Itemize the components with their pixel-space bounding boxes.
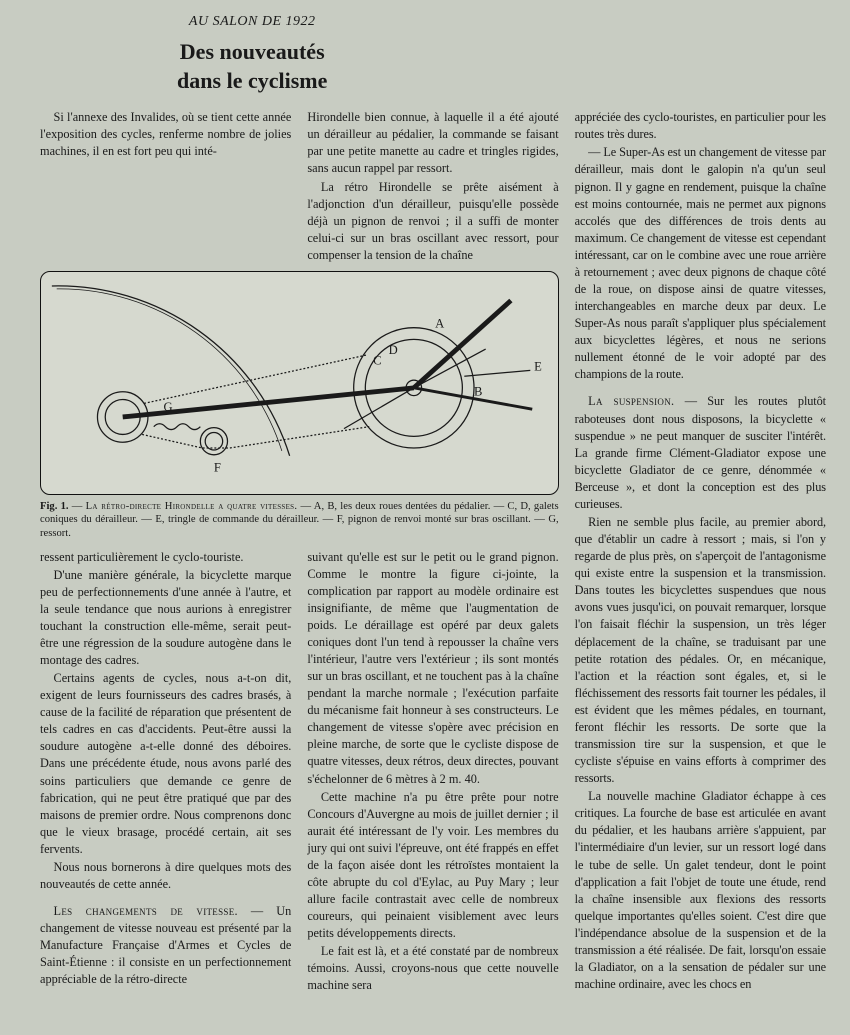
- para: Si l'annexe des Invalides, où se tient c…: [40, 109, 291, 160]
- fig-label-g: G: [163, 400, 172, 414]
- para: Cette machine n'a pu être prête pour not…: [307, 789, 558, 943]
- para: appréciée des cyclo-touristes, en partic…: [575, 109, 826, 143]
- para: La suspension. — Sur les routes plutôt r…: [575, 393, 826, 513]
- para: ressent particulièrement le cyclo-touris…: [40, 549, 291, 566]
- headline-line-1: Des nouveautés: [180, 39, 325, 64]
- col2-top: Hirondelle bien connue, à laquelle il a …: [307, 109, 558, 265]
- col3: appréciée des cyclo-touristes, en partic…: [575, 109, 826, 995]
- para: D'une manière générale, la bicyclette ma…: [40, 567, 291, 669]
- para: Hirondelle bien connue, à laquelle il a …: [307, 109, 558, 177]
- headline-line-2: dans le cyclisme: [177, 68, 327, 93]
- fig-label-d: D: [389, 343, 398, 357]
- article-body: Si l'annexe des Invalides, où se tient c…: [40, 109, 826, 995]
- fig-label-b: B: [474, 385, 482, 399]
- figure-frame: A B C D E F G: [40, 271, 559, 495]
- page: AU SALON DE 1922 Des nouveautés dans le …: [0, 0, 850, 1014]
- section-lead: Les changements de vitesse.: [54, 904, 238, 918]
- figure-svg: A B C D E F G: [47, 278, 552, 488]
- para: suivant qu'elle est sur le petit ou le g…: [307, 549, 558, 788]
- fig-label-c: C: [373, 353, 381, 367]
- fig-label-a: A: [435, 317, 445, 331]
- headline: Des nouveautés dans le cyclisme: [40, 38, 464, 95]
- para: La nouvelle machine Gladiator échappe à …: [575, 788, 826, 993]
- para-text: — Sur les routes plutôt raboteuses dont …: [575, 394, 826, 510]
- para: Le fait est là, et a été constaté par de…: [307, 943, 558, 994]
- para: Nous nous bornerons à dire quelques mots…: [40, 859, 291, 893]
- col2-bottom: suivant qu'elle est sur le petit ou le g…: [307, 549, 558, 996]
- para: — Le Super-As est un changement de vites…: [575, 144, 826, 383]
- section-lead: La suspension.: [588, 394, 674, 408]
- para: La rétro Hirondelle se prête aisément à …: [307, 179, 558, 264]
- para: Les changements de vitesse. — Un changem…: [40, 903, 291, 988]
- overline: AU SALON DE 1922: [40, 14, 464, 30]
- para: Rien ne semble plus facile, au premier a…: [575, 514, 826, 787]
- fig-label-f: F: [214, 460, 221, 474]
- caption-title: La rétro-directe Hirondelle a quatre vit…: [86, 501, 298, 512]
- col1-top: Si l'annexe des Invalides, où se tient c…: [40, 109, 291, 265]
- figure-caption: Fig. 1. — La rétro-directe Hirondelle a …: [40, 500, 559, 541]
- para: Certains agents de cycles, nous a-t-on d…: [40, 670, 291, 858]
- figure: A B C D E F G Fig. 1. — La rétro-directe…: [40, 271, 559, 541]
- col1-bottom: ressent particulièrement le cyclo-touris…: [40, 549, 291, 996]
- caption-lead: Fig. 1.: [40, 501, 69, 512]
- fig-label-e: E: [534, 359, 542, 373]
